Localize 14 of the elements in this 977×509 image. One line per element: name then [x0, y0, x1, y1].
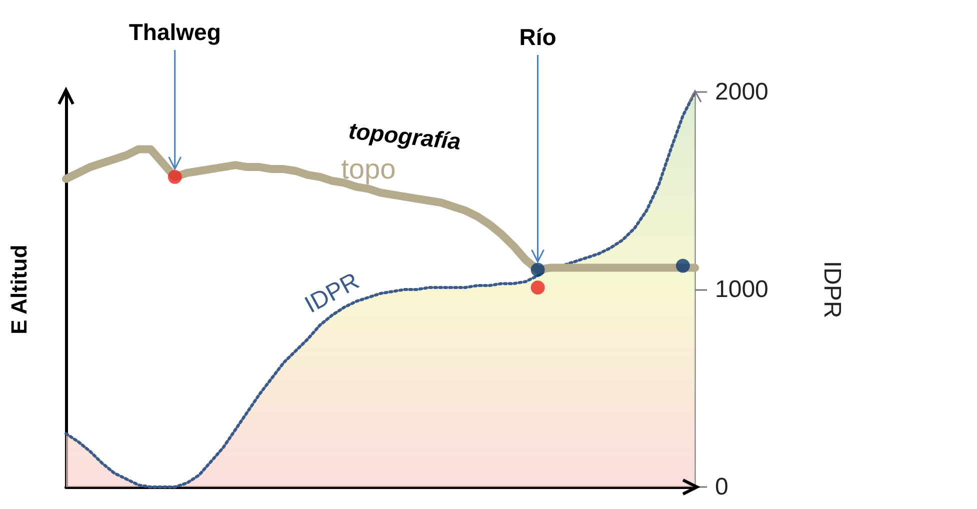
- y2-tick-label: 2000: [715, 78, 768, 106]
- y2-tick-label: 1000: [715, 276, 768, 303]
- point: [676, 258, 690, 273]
- text: Río: [519, 24, 556, 50]
- text: Thalweg: [128, 19, 221, 45]
- point: [530, 262, 545, 277]
- y2-tick-label: 0: [715, 474, 728, 500]
- annotation: topografía: [347, 117, 462, 155]
- point: [168, 170, 182, 184]
- point: [530, 280, 545, 295]
- text: IDPR: [300, 268, 364, 319]
- y2-axis-title: IDPR: [818, 260, 846, 318]
- y-axis-title: E Altitud: [6, 244, 32, 334]
- series-label: topo: [341, 153, 396, 184]
